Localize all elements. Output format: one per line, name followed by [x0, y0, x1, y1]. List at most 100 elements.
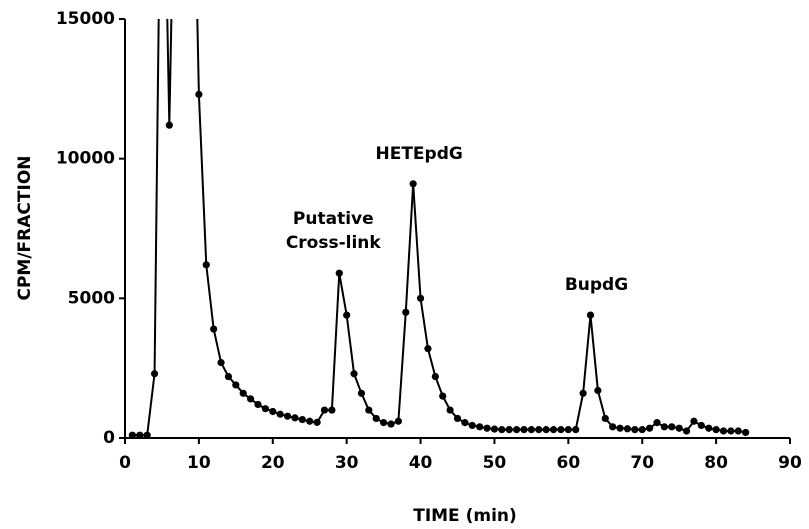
data-point — [416, 294, 425, 302]
data-point — [136, 431, 144, 439]
data-point — [461, 419, 469, 427]
data-point — [653, 419, 661, 427]
x-tick-label: 20 — [261, 453, 285, 473]
data-point — [254, 400, 262, 409]
data-point — [682, 427, 691, 435]
data-point — [579, 389, 587, 397]
data-point — [217, 358, 225, 367]
data-point — [476, 423, 484, 431]
data-point — [638, 426, 646, 434]
data-point — [727, 427, 735, 435]
data-point — [224, 372, 233, 381]
data-point — [298, 415, 306, 424]
data-point — [320, 406, 329, 414]
data-point — [439, 392, 447, 400]
x-tick-label: 10 — [187, 453, 211, 473]
data-point — [742, 428, 750, 437]
data-point — [269, 407, 277, 416]
data-point — [394, 417, 402, 425]
x-axis-label: TIME (min) — [413, 506, 517, 526]
data-point — [712, 426, 720, 434]
data-point — [357, 389, 366, 397]
data-point — [387, 420, 395, 428]
data-point — [572, 426, 580, 434]
data-point — [195, 90, 203, 99]
data-point — [380, 419, 388, 427]
data-point — [424, 345, 432, 353]
data-point — [372, 414, 380, 423]
data-point — [261, 405, 269, 413]
annotation: BupdG — [565, 275, 628, 295]
data-point — [719, 427, 728, 435]
annotation: HETEpdG — [375, 144, 462, 164]
data-point — [594, 386, 602, 395]
x-tick-label: 90 — [778, 453, 802, 473]
data-point — [505, 426, 513, 434]
data-point — [564, 426, 572, 434]
data-point — [335, 269, 343, 277]
x-tick-label: 80 — [704, 453, 728, 473]
data-point — [283, 412, 292, 420]
data-point — [409, 180, 417, 188]
data-point — [675, 424, 683, 432]
data-point — [483, 424, 491, 432]
data-point — [542, 426, 550, 434]
data-point — [446, 406, 454, 414]
data-point — [202, 261, 210, 269]
data-point — [660, 423, 668, 431]
annotation: Putative — [293, 209, 374, 229]
data-point — [646, 424, 654, 432]
data-point — [431, 372, 439, 381]
data-point — [306, 417, 314, 425]
x-tick-label: 30 — [335, 453, 359, 473]
x-tick-label: 0 — [119, 453, 131, 473]
data-point — [690, 417, 698, 425]
data-point — [328, 406, 336, 414]
data-point — [549, 426, 558, 434]
x-tick-label: 40 — [409, 453, 433, 473]
data-point — [697, 421, 705, 430]
y-axis-label: CPM/FRACTION — [15, 156, 35, 301]
x-tick-label: 70 — [630, 453, 654, 473]
data-point — [557, 426, 565, 434]
y-tick-label: 5000 — [68, 288, 115, 308]
data-point — [365, 406, 373, 414]
data-point — [291, 414, 299, 422]
data-point — [513, 426, 521, 434]
y-tick-label: 10000 — [56, 149, 115, 169]
data-point — [402, 308, 410, 316]
data-line — [132, 19, 746, 437]
data-point — [586, 311, 595, 319]
data-point — [247, 395, 255, 403]
data-point — [520, 426, 528, 434]
data-point — [128, 431, 136, 439]
data-point — [535, 426, 543, 434]
data-point — [468, 421, 476, 430]
data-point — [350, 370, 358, 378]
data-point — [453, 414, 462, 423]
data-point — [232, 381, 240, 389]
data-point — [498, 426, 506, 434]
data-point — [668, 423, 676, 431]
plot-area — [128, 19, 750, 439]
data-point — [601, 414, 609, 423]
data-point — [276, 410, 284, 418]
data-point — [490, 425, 499, 433]
data-point — [313, 418, 321, 426]
data-point — [150, 370, 159, 378]
data-point — [165, 121, 173, 129]
data-point — [734, 427, 742, 435]
x-tick-label: 60 — [556, 453, 580, 473]
data-point — [623, 425, 632, 433]
y-tick-label: 0 — [103, 428, 115, 448]
data-point — [527, 426, 535, 434]
annotation: Cross-link — [286, 233, 382, 253]
y-tick-label: 15000 — [56, 9, 115, 29]
data-point — [343, 311, 351, 319]
data-point — [705, 424, 713, 432]
data-point — [616, 424, 624, 432]
data-point — [210, 325, 218, 333]
data-point — [143, 431, 151, 439]
data-point — [631, 426, 639, 434]
